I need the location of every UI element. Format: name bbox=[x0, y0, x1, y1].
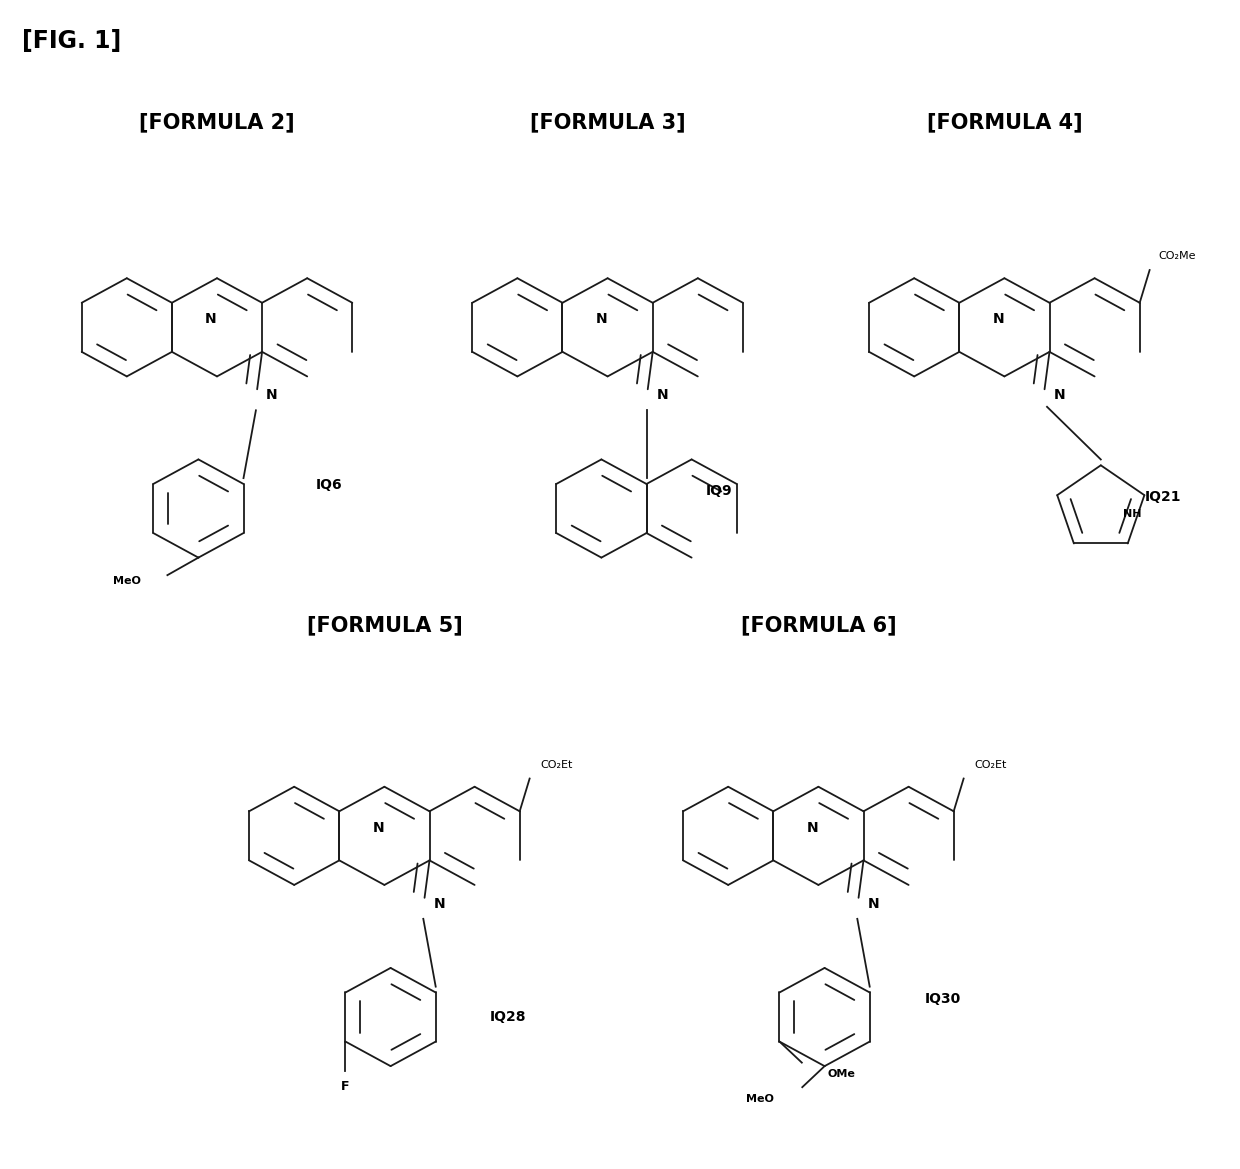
Text: MeO: MeO bbox=[113, 576, 140, 586]
Text: IQ21: IQ21 bbox=[1145, 490, 1180, 504]
Text: N: N bbox=[657, 388, 668, 402]
Text: MeO: MeO bbox=[746, 1094, 774, 1104]
Text: N: N bbox=[992, 312, 1004, 326]
Text: N: N bbox=[806, 821, 818, 835]
Text: [FORMULA 3]: [FORMULA 3] bbox=[529, 112, 686, 133]
Text: CO₂Et: CO₂Et bbox=[975, 760, 1007, 769]
Text: N: N bbox=[372, 821, 384, 835]
Text: IQ6: IQ6 bbox=[315, 478, 342, 492]
Text: CO₂Et: CO₂Et bbox=[541, 760, 573, 769]
Text: [FORMULA 2]: [FORMULA 2] bbox=[139, 112, 295, 133]
Text: [FORMULA 6]: [FORMULA 6] bbox=[740, 615, 897, 636]
Text: NH: NH bbox=[1122, 510, 1141, 519]
Text: [FORMULA 4]: [FORMULA 4] bbox=[926, 112, 1083, 133]
Text: IQ28: IQ28 bbox=[490, 1010, 527, 1024]
Text: F: F bbox=[341, 1079, 350, 1093]
Text: OMe: OMe bbox=[827, 1070, 856, 1079]
Text: N: N bbox=[1054, 388, 1065, 402]
Text: [FORMULA 5]: [FORMULA 5] bbox=[306, 615, 463, 636]
Text: IQ9: IQ9 bbox=[706, 484, 733, 498]
Text: N: N bbox=[267, 388, 278, 402]
Text: IQ30: IQ30 bbox=[924, 992, 961, 1007]
Text: N: N bbox=[434, 897, 445, 911]
Text: N: N bbox=[868, 897, 879, 911]
Text: [FIG. 1]: [FIG. 1] bbox=[22, 29, 122, 54]
Text: N: N bbox=[595, 312, 608, 326]
Text: CO₂Me: CO₂Me bbox=[1158, 251, 1195, 261]
Text: N: N bbox=[205, 312, 217, 326]
